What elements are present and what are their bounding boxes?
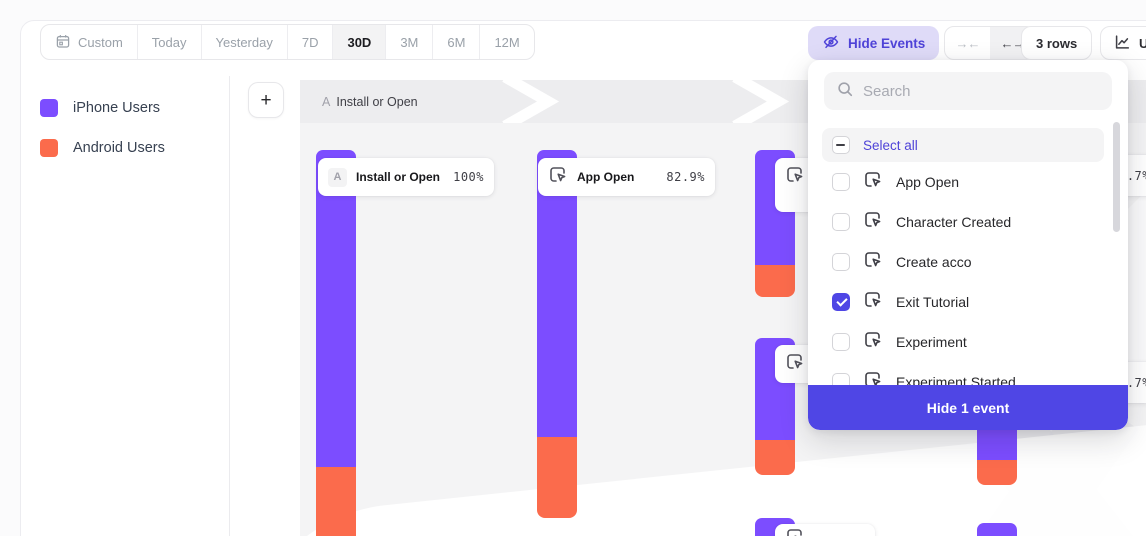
chart-measure-icon xyxy=(1113,33,1131,54)
custom-event-icon xyxy=(863,290,883,315)
date-range-30d[interactable]: 30D xyxy=(333,25,387,59)
event-checkbox[interactable] xyxy=(832,173,850,191)
date-range-6m[interactable]: 6M xyxy=(433,25,481,59)
collapse-columns-button[interactable]: →← xyxy=(945,27,990,59)
custom-event-icon xyxy=(863,170,883,195)
android-color-chip xyxy=(40,139,58,157)
conversion-percent: 82.9% xyxy=(666,170,705,184)
bar-step2-android[interactable] xyxy=(537,437,577,518)
date-range-7d[interactable]: 7D xyxy=(288,25,334,59)
date-range-label: Custom xyxy=(78,34,123,50)
conversion-percent: 100% xyxy=(453,170,484,184)
event-row-app-open[interactable]: App Open xyxy=(822,162,1104,202)
custom-event-icon xyxy=(548,165,568,190)
legend-item-android: Android Users xyxy=(40,128,165,168)
custom-event-icon xyxy=(863,330,883,355)
custom-event-icon xyxy=(785,352,805,377)
plus-icon: + xyxy=(260,89,272,111)
step-card-install-or-open[interactable]: A Install or Open 100% xyxy=(318,158,494,196)
date-range-today[interactable]: Today xyxy=(138,25,202,59)
bar-step3b-android[interactable] xyxy=(755,440,795,475)
custom-event-icon xyxy=(863,250,883,275)
measurement-button[interactable]: U xyxy=(1100,26,1146,60)
eye-off-icon xyxy=(822,33,840,54)
iphone-color-chip xyxy=(40,99,58,117)
date-range-12m[interactable]: 12M xyxy=(494,34,520,50)
date-range-custom[interactable]: Custom xyxy=(41,25,138,59)
dropdown-scrollbar[interactable] xyxy=(1113,122,1120,232)
custom-event-icon xyxy=(785,165,805,190)
event-checkbox[interactable] xyxy=(832,333,850,351)
bar-step2-iphone[interactable] xyxy=(537,150,577,437)
legend-item-iphone: iPhone Users xyxy=(40,88,165,128)
custom-event-icon xyxy=(863,210,883,235)
hide-events-button[interactable]: Hide Events xyxy=(808,26,940,60)
bar-step3a-android[interactable] xyxy=(755,265,795,297)
event-checkbox[interactable] xyxy=(832,293,850,311)
step-card-truncated-3[interactable] xyxy=(775,524,875,536)
step-chevrons xyxy=(502,80,790,123)
calendar-icon xyxy=(55,33,71,52)
collapse-arrows-icon: →← xyxy=(955,35,981,51)
event-row-experiment[interactable]: Experiment xyxy=(822,322,1104,362)
event-row-create-acco[interactable]: Create acco xyxy=(822,242,1104,282)
bar-step1-iphone[interactable] xyxy=(316,150,356,467)
search-input[interactable] xyxy=(863,82,1100,100)
date-range-3m[interactable]: 3M xyxy=(386,25,434,59)
date-range-yesterday[interactable]: Yesterday xyxy=(202,25,288,59)
bar-step1-android[interactable] xyxy=(316,467,356,536)
event-search[interactable] xyxy=(824,72,1112,110)
hide-selected-events-button[interactable]: Hide 1 event xyxy=(808,385,1128,430)
bar-step4b-android[interactable] xyxy=(977,460,1017,485)
event-row-character-created[interactable]: Character Created xyxy=(822,202,1104,242)
series-legend: iPhone Users Android Users xyxy=(40,88,165,168)
step-banner-label: A Install or Open xyxy=(322,94,418,109)
custom-event-icon xyxy=(863,370,883,395)
bar-step4c-iphone[interactable] xyxy=(977,523,1017,536)
rows-count-button[interactable]: 3 rows xyxy=(1021,26,1093,60)
event-row-exit-tutorial[interactable]: Exit Tutorial xyxy=(822,282,1104,322)
custom-event-icon xyxy=(785,527,805,536)
panel-divider xyxy=(229,76,230,536)
date-range-control: Custom Today Yesterday 7D 30D 3M 6M 12M xyxy=(40,24,535,60)
event-checkbox[interactable] xyxy=(832,213,850,231)
expand-arrows-icon: ←→ xyxy=(1000,35,1026,51)
add-step-button[interactable]: + xyxy=(248,82,284,118)
event-checkbox[interactable] xyxy=(832,253,850,271)
hide-events-dropdown: Select all App Open Character Created xyxy=(808,60,1128,430)
autocapture-badge: A xyxy=(328,167,347,187)
step-card-app-open[interactable]: App Open 82.9% xyxy=(538,158,715,196)
select-all-row[interactable]: Select all xyxy=(822,128,1104,162)
search-icon xyxy=(836,80,854,103)
select-all-checkbox[interactable] xyxy=(832,136,850,154)
